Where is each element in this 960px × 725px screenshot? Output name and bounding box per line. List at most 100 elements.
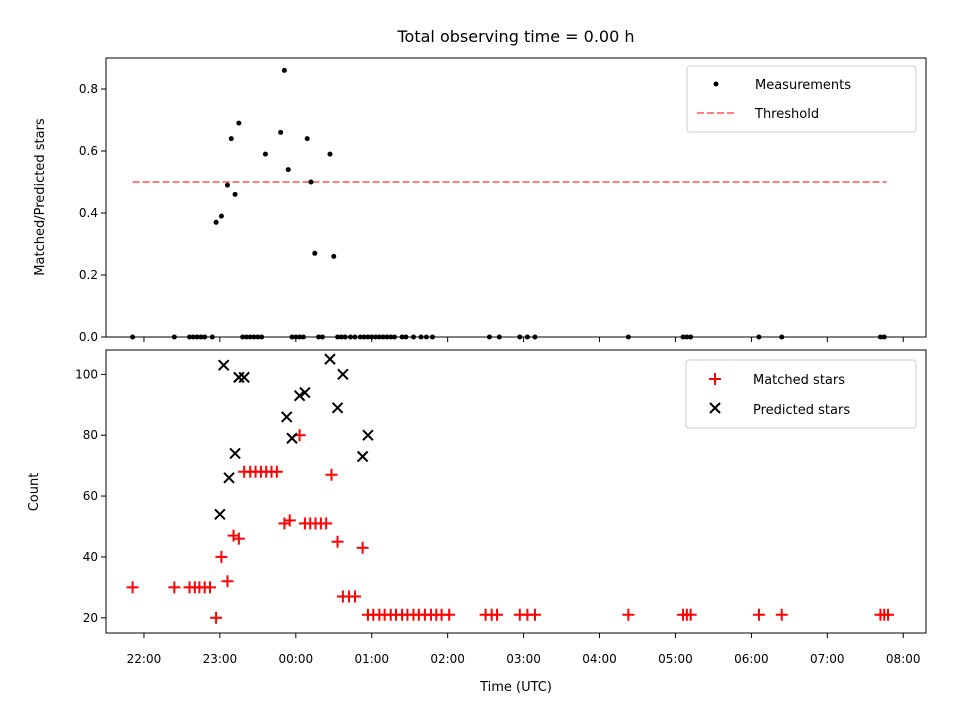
matched-star-point: [210, 611, 223, 624]
measurement-point: [418, 334, 424, 340]
measurement-point: [300, 334, 306, 340]
measurement-point: [308, 179, 314, 185]
matched-star-point: [227, 529, 240, 542]
matched-star-point: [325, 468, 338, 481]
predicted-star-point: [356, 450, 369, 463]
predicted-star-point: [293, 389, 306, 402]
measurement-point: [688, 334, 694, 340]
matched-star-point: [882, 608, 895, 621]
measurement-point: [213, 219, 219, 225]
x-axis-label: Time (UTC): [479, 680, 552, 695]
measurement-point: [236, 120, 242, 126]
measurement-point: [380, 334, 386, 340]
measurement-point: [304, 136, 310, 142]
measurement-point: [486, 334, 492, 340]
measurement-point: [281, 67, 287, 73]
bottom-legend-box: [685, 359, 917, 429]
matched-star-point: [270, 465, 283, 478]
measurement-point: [399, 334, 405, 340]
x-tick-label: 07:00: [810, 652, 845, 666]
matched-star-point: [215, 550, 228, 563]
measurement-point: [190, 334, 196, 340]
measurement-point: [684, 334, 690, 340]
measurement-point: [352, 334, 358, 340]
measurement-point: [316, 334, 322, 340]
top-y-tick-label: 0.6: [79, 144, 98, 158]
measurement-point: [347, 334, 353, 340]
bottom-plot-frame: [105, 349, 927, 634]
top-y-tick-label: 0.2: [79, 268, 98, 282]
bottom-y-tick-label: 80: [83, 428, 98, 442]
measurement-point: [171, 334, 177, 340]
matched-star-point: [684, 608, 697, 621]
matched-star-point: [443, 608, 456, 621]
measurement-point: [331, 253, 337, 259]
predicted-star-point: [286, 432, 298, 444]
measurement-point: [247, 334, 253, 340]
top-y-axis-label: Matched/Predicted stars: [33, 118, 48, 276]
measurement-point: [388, 334, 394, 340]
matched-star-point: [491, 608, 504, 621]
top-y-ticks: 0.0 0.2 0.4 0.6 0.8: [79, 82, 106, 344]
predicted-star-point: [214, 508, 226, 521]
measurement-point: [429, 334, 435, 340]
measurement-point: [198, 334, 204, 340]
top-legend-box: [686, 65, 917, 133]
predicted-star-point: [299, 386, 311, 399]
legend-predicted-marker: [709, 402, 721, 414]
bottom-x-ticks: 22:00 23:00 00:00 01:00 02:00 03:00 04:00 05:00…: [127, 633, 921, 666]
measurement-points: [130, 67, 887, 340]
predicted-star-point: [280, 411, 293, 423]
matched-star-point: [622, 608, 635, 621]
measurement-point: [285, 167, 291, 173]
x-tick-label: 03:00: [506, 652, 541, 666]
measurement-point: [532, 334, 538, 340]
measurement-point: [240, 334, 246, 340]
x-tick-label: 00:00: [279, 652, 314, 666]
measurement-point: [312, 250, 318, 256]
measurement-point: [756, 334, 762, 340]
measurement-point: [680, 334, 686, 340]
measurement-point: [625, 334, 631, 340]
matched-star-point: [320, 517, 333, 530]
measurement-point: [517, 334, 523, 340]
measurement-point: [392, 334, 398, 340]
measurement-point: [202, 334, 208, 340]
measurement-point: [369, 334, 375, 340]
predicted-star-point: [324, 353, 336, 365]
predicted-star-point: [362, 429, 374, 441]
bottom-y-tick-label: 60: [83, 489, 98, 503]
measurement-point: [373, 334, 379, 340]
matched-star-point: [126, 581, 139, 594]
top-y-tick-label: 0.4: [79, 206, 98, 220]
top-y-tick-label: 0.8: [79, 82, 98, 96]
measurement-point: [423, 334, 429, 340]
matched-stars-points: [126, 429, 895, 624]
measurement-point: [218, 213, 224, 219]
measurement-point: [251, 334, 257, 340]
matched-star-point: [283, 514, 296, 527]
measurement-point: [262, 151, 268, 157]
top-plot-frame: [105, 57, 927, 338]
measurement-point: [278, 129, 284, 135]
bottom-y-axis-label: Count: [27, 473, 42, 512]
bottom-y-tick-label: 40: [83, 550, 98, 564]
x-tick-label: 22:00: [127, 652, 162, 666]
x-tick-label: 05:00: [658, 652, 693, 666]
bottom-y-tick-label: 20: [83, 611, 98, 625]
legend-measurements-marker: [713, 81, 719, 87]
predicted-star-point: [337, 368, 349, 381]
top-legend: Measurements Threshold: [686, 65, 917, 133]
measurement-point: [228, 136, 234, 142]
measurement-point: [411, 334, 416, 340]
measurement-point: [187, 334, 193, 340]
measurement-point: [403, 334, 409, 340]
legend-matched-label: Matched stars: [753, 373, 845, 388]
measurement-point: [232, 191, 238, 197]
measurement-point: [243, 334, 249, 340]
measurement-point: [224, 182, 230, 188]
measurement-point: [361, 334, 367, 340]
x-tick-label: 04:00: [582, 652, 617, 666]
legend-predicted-label: Predicted stars: [753, 403, 850, 418]
